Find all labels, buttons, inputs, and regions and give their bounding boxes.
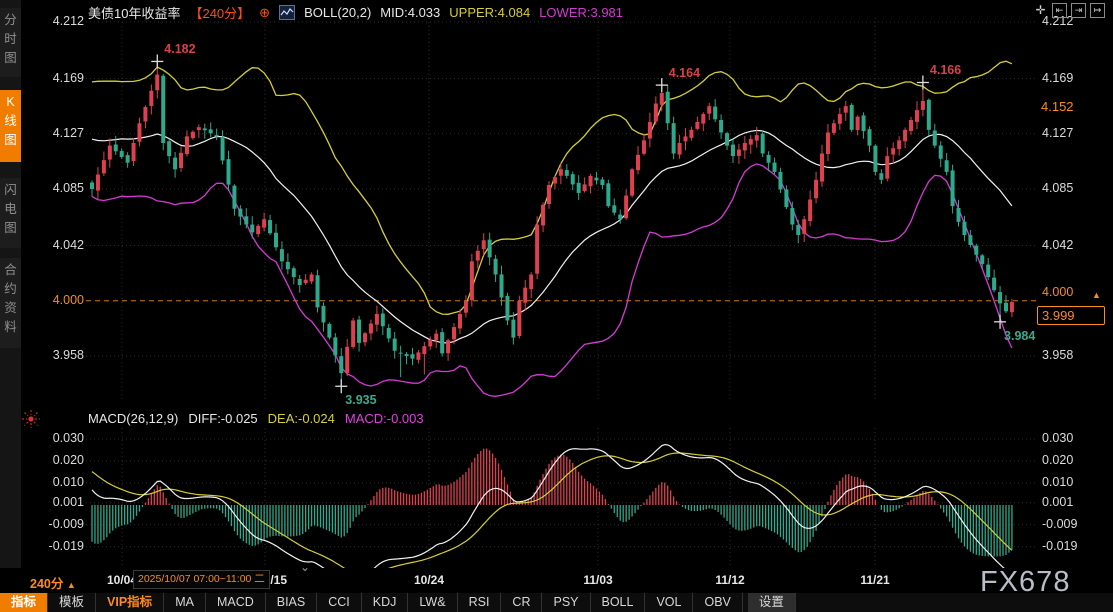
price-axis-tick-left: 4.212 — [52, 14, 84, 28]
price-axis-tick-left: 4.127 — [52, 125, 84, 140]
time-axis-label: 10/04 — [106, 573, 138, 587]
current-price-box: 3.999 — [1037, 306, 1105, 325]
extreme-price-label: 4.164 — [668, 66, 701, 81]
price-axis-tick-left: 3.958 — [52, 348, 84, 362]
tab-time-chart[interactable]: 分 时 图 — [0, 8, 21, 77]
toolbar-item-cci[interactable]: CCI — [317, 593, 362, 612]
toolbar-item-moban[interactable]: 模板 — [48, 593, 97, 612]
macd-axis-tick-left: 0.020 — [52, 453, 84, 467]
link-target-icon[interactable]: ⊕ — [259, 5, 271, 20]
toolbar-item-obv[interactable]: OBV — [693, 593, 743, 612]
toolbar-item-bias[interactable]: BIAS — [265, 593, 318, 612]
price-axis-tick-right: 4.169 — [1042, 70, 1074, 85]
macd-label: MACD(26,12,9) — [88, 411, 179, 426]
extreme-price-label: 3.935 — [345, 393, 377, 408]
indicator-toolbar: 指标 模板 VIP指标 MA MACD BIAS CCI KDJ LW& RSI CR PSY BOLL… — [0, 593, 1113, 612]
period-tag: 【240分】 — [189, 6, 251, 21]
macd-axis-tick-right: 0.030 — [1042, 431, 1074, 445]
toolbar-item-cr[interactable]: CR — [501, 593, 543, 612]
macd-axis-tick-right: -0.019 — [1042, 538, 1078, 553]
period-selector[interactable]: 240分 ▲ — [30, 577, 76, 591]
axis-zoom-in-icon[interactable]: ⇤ — [1052, 3, 1067, 18]
macd-axis-tick-right: -0.009 — [1042, 516, 1078, 531]
time-axis-label: 11/21 — [860, 573, 890, 587]
macd-axis-tick-left: 0.030 — [52, 431, 84, 445]
pan-icon[interactable]: ✛ — [1035, 3, 1046, 17]
boll-label: BOLL(20,2) — [304, 5, 372, 20]
toolbar-item-vip-zhibiao[interactable]: VIP指标 — [96, 593, 165, 612]
toolbar-item-lwr[interactable]: LW& — [408, 593, 458, 612]
price-axis-tick-left: 4.169 — [52, 70, 84, 85]
macd-diff-value: DIFF:-0.025 — [188, 411, 258, 426]
macd-axis-tick-right: 0.020 — [1042, 453, 1074, 467]
extreme-price-label: 4.182 — [164, 42, 196, 57]
price-axis-tick-right: 4.000 — [1042, 284, 1074, 299]
macd-axis-tick-left: 0.001 — [52, 494, 84, 509]
toolbar-item-ma[interactable]: MA — [164, 593, 206, 612]
watermark: FX678 — [980, 566, 1071, 598]
crosshair-date-tooltip: 2025/10/07 07:00~11:00 二 — [133, 570, 270, 589]
tab-candle-chart[interactable]: K 线 图 — [0, 90, 21, 162]
toolbar-item-shezhi[interactable]: 设置 — [747, 593, 796, 612]
toolbar-item-zhibiao[interactable]: 指标 — [0, 593, 49, 612]
macd-axis-tick-right: 0.010 — [1042, 475, 1074, 489]
left-tab-rail: 分 时 图 K 线 图闪 电 图合 约 资 料 — [0, 0, 21, 612]
extreme-price-label: 3.984 — [1004, 328, 1036, 343]
price-axis-tick-right: 3.958 — [1042, 348, 1074, 362]
time-axis-label: 11/03 — [583, 573, 613, 587]
price-axis-tick-left: 4.085 — [52, 181, 84, 195]
extreme-price-label: 4.166 — [929, 63, 962, 78]
boll-upper-value: UPPER:4.084 — [449, 5, 531, 20]
toolbar-item-kdj[interactable]: KDJ — [361, 593, 409, 612]
chart-tool-icons: ✛ ⇤ ⇥ ↦ — [1033, 3, 1105, 18]
mini-chart-icon[interactable] — [279, 5, 296, 20]
alert-burst-icon[interactable] — [21, 409, 41, 429]
macd-axis-tick-right: 0.001 — [1042, 494, 1074, 509]
toolbar-item-psy[interactable]: PSY — [542, 593, 591, 612]
toolbar-item-boll[interactable]: BOLL — [590, 593, 646, 612]
macd-value: MACD:-0.003 — [344, 411, 424, 426]
macd-axis-tick-left: -0.019 — [48, 538, 84, 553]
axis-zoom-out-icon[interactable]: ⇥ — [1071, 3, 1086, 18]
tab-contract-info[interactable]: 合 约 资 料 — [0, 258, 21, 348]
boll-mid-value: MID:4.033 — [380, 5, 441, 20]
price-axis-tick-left: 4.042 — [52, 237, 84, 252]
time-axis-label: 10/24 — [413, 573, 445, 587]
last-close-badge: 4.152 — [1038, 97, 1101, 116]
tab-tick-chart[interactable]: 闪 电 图 — [0, 178, 21, 248]
toolbar-item-macd[interactable]: MACD — [205, 593, 266, 612]
price-axis-tick-right: 4.042 — [1042, 237, 1074, 252]
price-up-arrow-icon: ▲ — [1092, 290, 1101, 300]
price-axis-tick-right: 4.127 — [1042, 125, 1074, 140]
time-axis-label: 11/12 — [715, 573, 745, 587]
macd-axis-tick-left: 0.010 — [52, 475, 84, 489]
macd-header: MACD(26,12,9) DIFF:-0.025 DEA:-0.024 MAC… — [88, 411, 424, 426]
axis-reset-icon[interactable]: ↦ — [1090, 3, 1105, 18]
toolbar-item-vol[interactable]: VOL — [645, 593, 694, 612]
macd-dea-value: DEA:-0.024 — [267, 411, 335, 426]
panel-collapse-icon[interactable]: ⌄ — [300, 560, 311, 574]
instrument-title: 美债10年收益率 — [88, 6, 181, 21]
price-axis-tick-left: 4.000 — [52, 292, 84, 307]
boll-lower-value: LOWER:3.981 — [539, 5, 624, 20]
toolbar-item-rsi[interactable]: RSI — [457, 593, 502, 612]
macd-axis-tick-left: -0.009 — [48, 516, 84, 531]
price-axis-tick-right: 4.085 — [1042, 181, 1074, 195]
chart-header: 美债10年收益率 【240分】 ⊕ BOLL(20,2) MID:4.033 U… — [88, 3, 623, 22]
